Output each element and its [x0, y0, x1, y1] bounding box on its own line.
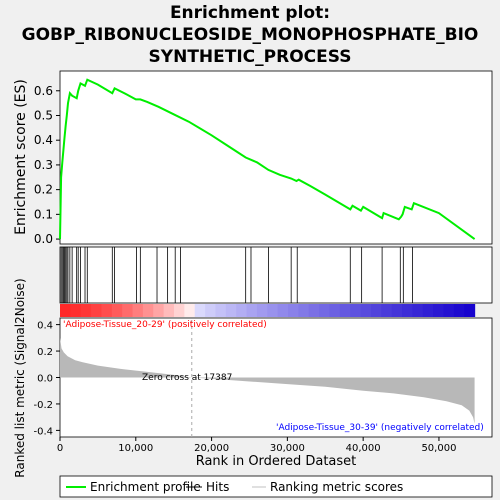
heat-segment — [122, 304, 134, 317]
legend-box — [59, 475, 493, 498]
heat-segment — [60, 304, 71, 317]
plot-title-line-3: SYNTHETIC_PROCESS — [148, 47, 352, 67]
heat-segment — [267, 304, 279, 317]
heat-segment — [308, 304, 320, 317]
heat-segment — [163, 304, 175, 317]
metric-panel: 0.4 0.2 0.0 -0.2 -0.4 Zero cross at 17387 'A… — [13, 278, 493, 478]
heat-segment — [412, 304, 424, 317]
heat-segment — [194, 304, 206, 317]
x-tick-label: 0 — [57, 443, 63, 454]
metric-y-tick-label: 0.4 — [37, 321, 53, 332]
es-y-tick-label: 0.4 — [34, 133, 53, 147]
negative-correlation-label: 'Adipose-Tissue_30-39' (negatively corre… — [276, 423, 484, 433]
metric-area — [60, 337, 475, 424]
legend-label: Hits — [206, 480, 229, 494]
plot-title-line-2: GOBP_RIBONUCLEOSIDE_MONOPHOSPHATE_BIO — [21, 25, 479, 45]
heat-segment — [402, 304, 413, 317]
metric-y-tick-label: -0.4 — [33, 426, 53, 437]
metric-y-axis-label: Ranked list metric (Signal2Noise) — [13, 278, 27, 477]
heat-segment — [422, 304, 434, 317]
es-line — [59, 78, 476, 240]
heat-segment — [70, 304, 82, 317]
heat-segment — [277, 304, 289, 317]
heat-segment — [215, 304, 227, 317]
heat-segment — [174, 304, 185, 317]
heat-segment — [101, 304, 113, 317]
heat-segment — [184, 304, 196, 317]
heat-segment — [298, 304, 310, 317]
legend: Enrichment profile Hits Ranking metric sco… — [59, 475, 493, 498]
plot-title-line-1: Enrichment plot: — [169, 3, 331, 23]
heat-segment — [236, 304, 248, 317]
heat-segment — [339, 304, 351, 317]
heat-segment — [433, 304, 445, 317]
legend-label: Enrichment profile — [90, 480, 201, 494]
x-axis-label: Rank in Ordered Dataset — [196, 454, 357, 469]
metric-y-tick-label: -0.2 — [33, 400, 53, 411]
x-tick-label: 10,000 — [118, 443, 153, 454]
heat-segment — [453, 304, 465, 317]
hits-area — [59, 246, 493, 304]
heat-segment — [391, 304, 403, 317]
heat-segment — [225, 304, 237, 317]
x-tick-label: 50,000 — [421, 443, 456, 454]
heat-segment — [80, 304, 92, 317]
hit-lines — [60, 247, 413, 303]
hits-panel — [59, 246, 493, 317]
heat-segment — [111, 304, 123, 317]
rank-heat-bar — [60, 304, 476, 317]
x-tick-label: 30,000 — [270, 443, 305, 454]
heat-segment — [360, 304, 372, 317]
heat-segment — [91, 304, 103, 317]
legend-label: Ranking metric scores — [270, 480, 403, 494]
heat-segment — [381, 304, 393, 317]
heat-segment — [350, 304, 362, 317]
heat-segment — [443, 304, 455, 317]
metric-y-tick-label: 0.0 — [37, 374, 53, 385]
es-y-axis-label: Enrichment score (ES) — [13, 79, 29, 235]
metric-y-ticks: 0.4 0.2 0.0 -0.2 -0.4 — [33, 321, 60, 437]
heat-segment — [153, 304, 165, 317]
x-tick-label: 20,000 — [194, 443, 229, 454]
es-panel: 0.0 0.1 0.2 0.3 0.4 0.5 0.6 Enrichment score (… — [13, 70, 493, 246]
heat-segment — [142, 304, 154, 317]
es-y-tick-label: 0.0 — [34, 232, 53, 246]
es-plot-area — [59, 70, 493, 245]
heat-segment — [132, 304, 144, 317]
metric-y-tick-label: 0.2 — [37, 347, 53, 358]
es-y-tick-label: 0.1 — [34, 207, 53, 221]
heat-segment — [246, 304, 258, 317]
x-tick-label: 40,000 — [346, 443, 381, 454]
es-y-ticks: 0.0 0.1 0.2 0.3 0.4 0.5 0.6 — [34, 84, 60, 246]
es-y-tick-label: 0.2 — [34, 183, 53, 197]
positive-correlation-label: 'Adipose-Tissue_20-29' (positively corre… — [63, 320, 267, 330]
heat-segment — [288, 304, 299, 317]
es-y-tick-label: 0.6 — [34, 84, 53, 98]
heat-segment — [370, 304, 382, 317]
heat-segment — [329, 304, 341, 317]
heat-segment — [319, 304, 331, 317]
heat-segment — [256, 304, 268, 317]
es-y-tick-label: 0.3 — [34, 158, 53, 172]
es-y-tick-label: 0.5 — [34, 108, 53, 122]
x-axis: 0 10,000 20,000 30,000 40,000 50,000 — [57, 437, 456, 454]
heat-segment — [205, 304, 217, 317]
heat-segment — [464, 304, 476, 317]
zero-cross-label: Zero cross at 17387 — [142, 373, 232, 383]
